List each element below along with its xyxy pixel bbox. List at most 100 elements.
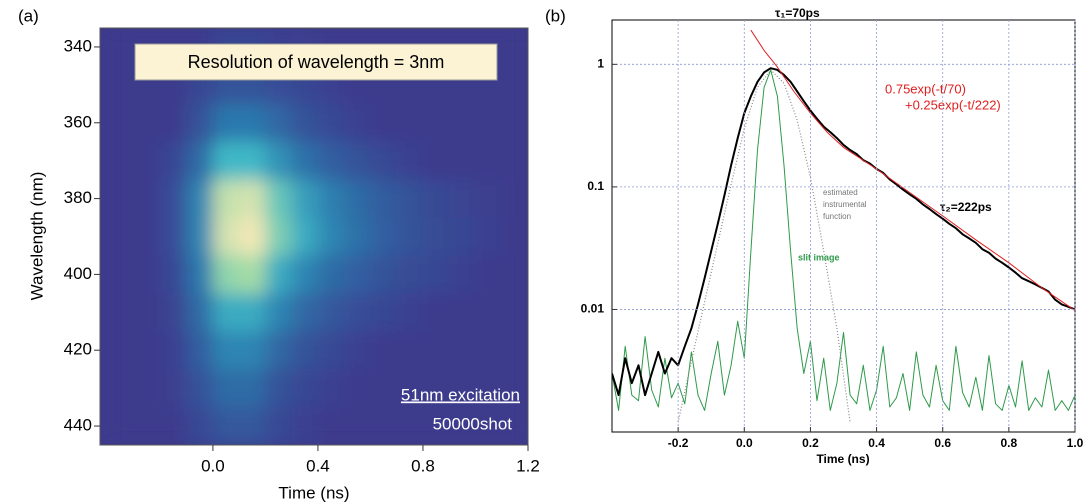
heatmap-cell <box>265 331 293 370</box>
heatmap-cell <box>422 103 450 143</box>
heatmap-cell <box>239 293 266 332</box>
heatmap-cell <box>396 331 424 370</box>
heatmap-cell <box>317 179 345 219</box>
heatmap-cell <box>449 293 476 332</box>
annotation: Resolution of wavelength = 3nm <box>188 52 445 72</box>
heatmap-cell <box>449 255 476 294</box>
heatmap-cell <box>160 255 188 294</box>
y-tick-label: 440 <box>64 416 92 435</box>
heatmap-cell <box>107 141 135 181</box>
heatmap-cell <box>370 179 398 219</box>
heatmap-cell <box>107 293 135 332</box>
heatmap-cell <box>107 179 135 219</box>
heatmap-cell <box>134 179 161 219</box>
heatmap-cell <box>212 255 240 294</box>
heatmap-cell <box>501 369 528 408</box>
heatmap-cell <box>317 255 345 294</box>
heatmap-cell <box>344 141 371 181</box>
heatmap-cell <box>344 369 371 408</box>
heatmap-cell <box>370 407 398 445</box>
heatmap-cell <box>160 407 188 445</box>
heatmap-cell <box>396 141 424 181</box>
heatmap-cell <box>239 103 266 143</box>
y-axis-label: Wavelength (nm) <box>27 172 46 301</box>
heatmap-cell <box>212 293 240 332</box>
heatmap-cell <box>239 255 266 294</box>
heatmap-cell <box>370 217 398 256</box>
heatmap-cell <box>160 179 188 219</box>
heatmap-cell <box>134 217 161 256</box>
x-tick-label: 0.8 <box>1001 436 1018 450</box>
heatmap-cell <box>422 407 450 445</box>
heatmap-cell <box>291 369 319 408</box>
heatmap-cell <box>239 141 266 181</box>
heatmap-cell <box>186 369 214 408</box>
heatmap-cell <box>186 407 214 445</box>
x-tick-label: 1.2 <box>516 456 540 475</box>
heatmap-cell <box>265 179 293 219</box>
heatmap-cell <box>134 293 161 332</box>
heatmap-cell <box>501 141 528 181</box>
heatmap-cell <box>501 103 528 143</box>
x-tick-label: 1.0 <box>1067 436 1084 450</box>
heatmap-cell <box>344 293 371 332</box>
heatmap-cell <box>317 407 345 445</box>
heatmap-cell <box>186 293 214 332</box>
heatmap-cell <box>501 65 528 105</box>
panel-label: (a) <box>18 6 39 25</box>
heatmap-cell <box>344 255 371 294</box>
y-tick-label: 0.01 <box>581 302 605 316</box>
annotation: +0.25exp(-t/222) <box>905 97 1001 112</box>
heatmap-cell <box>265 293 293 332</box>
heatmap-cell <box>370 369 398 408</box>
heatmap-cell <box>475 103 503 143</box>
annotation: 50000shot <box>433 414 513 433</box>
heatmap-cell <box>317 217 345 256</box>
heatmap-cell <box>212 103 240 143</box>
heatmap-cell <box>501 407 528 445</box>
heatmap-cell <box>449 103 476 143</box>
heatmap-cell <box>186 141 214 181</box>
heatmap-cell <box>160 103 188 143</box>
heatmap-cell <box>265 369 293 408</box>
heatmap-cell <box>475 369 503 408</box>
heatmap-cell <box>239 369 266 408</box>
series-line <box>677 69 851 423</box>
heatmap-cell <box>422 369 450 408</box>
plot-lines <box>612 29 1075 423</box>
heatmap-cell <box>344 407 371 445</box>
y-tick-label: 380 <box>64 188 92 207</box>
heatmap-cell <box>134 369 161 408</box>
y-tick-label: 340 <box>64 36 92 55</box>
x-tick-label: -0.2 <box>668 436 689 450</box>
heatmap-cell <box>265 407 293 445</box>
heatmap-cell <box>317 293 345 332</box>
heatmap-cell <box>422 217 450 256</box>
heatmap-cell <box>317 141 345 181</box>
annotation: estimated <box>823 188 858 197</box>
heatmap-cell <box>160 217 188 256</box>
heatmap-cell <box>107 255 135 294</box>
heatmap-cell <box>134 141 161 181</box>
heatmap-cell <box>317 103 345 143</box>
heatmap-cell <box>475 217 503 256</box>
heatmap-cell <box>396 407 424 445</box>
heatmap-cell <box>370 331 398 370</box>
heatmap-cell <box>107 103 135 143</box>
heatmap-cell <box>239 217 266 256</box>
y-tick-label: 1 <box>597 57 604 71</box>
heatmap-cell <box>449 369 476 408</box>
heatmap-cell <box>501 217 528 256</box>
panel-b: (b) Time (ns) τ₁=70ps 0.75exp(-t/70) +0.… <box>545 6 1084 466</box>
heatmap-cell <box>396 369 424 408</box>
heatmap-cell <box>396 293 424 332</box>
heatmap-cell <box>239 179 266 219</box>
heatmap-cell <box>475 255 503 294</box>
heatmap-cell <box>344 217 371 256</box>
heatmap-cell <box>186 103 214 143</box>
heatmap-cell <box>107 65 135 105</box>
heatmap-cell <box>449 407 476 445</box>
panel-a: (a) Resolution of wavelength = 3nm 51nm … <box>18 6 540 502</box>
heatmap-cell <box>291 179 319 219</box>
heatmap-cell <box>265 217 293 256</box>
